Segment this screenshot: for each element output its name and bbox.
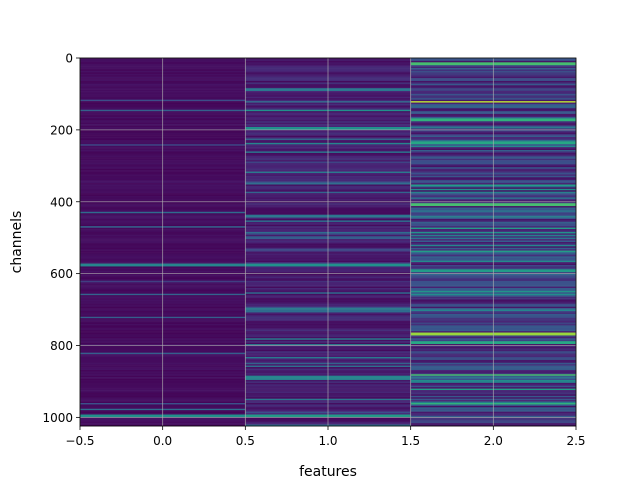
y-tick-label: 0 <box>65 52 73 66</box>
y-tick-label: 1000 <box>42 411 73 425</box>
x-tick-label: 1.0 <box>318 434 337 448</box>
y-axis-label: channels <box>9 211 25 274</box>
y-tick-label: 600 <box>50 267 73 281</box>
x-axis-label: features <box>299 464 357 480</box>
x-tick-label: 2.5 <box>566 434 585 448</box>
x-axis-ticks: −0.5 0.0 0.5 1.0 1.5 2.0 2.5 <box>65 426 586 448</box>
y-tick-label: 800 <box>50 339 73 353</box>
x-tick-label: 0.0 <box>153 434 172 448</box>
x-tick-label: −0.5 <box>65 434 94 448</box>
y-axis-ticks: 0 200 400 600 800 1000 <box>42 52 80 425</box>
x-tick-label: 1.5 <box>401 434 420 448</box>
y-tick-label: 400 <box>50 195 73 209</box>
x-tick-label: 2.0 <box>484 434 503 448</box>
x-tick-label: 0.5 <box>236 434 255 448</box>
y-tick-label: 200 <box>50 123 73 137</box>
